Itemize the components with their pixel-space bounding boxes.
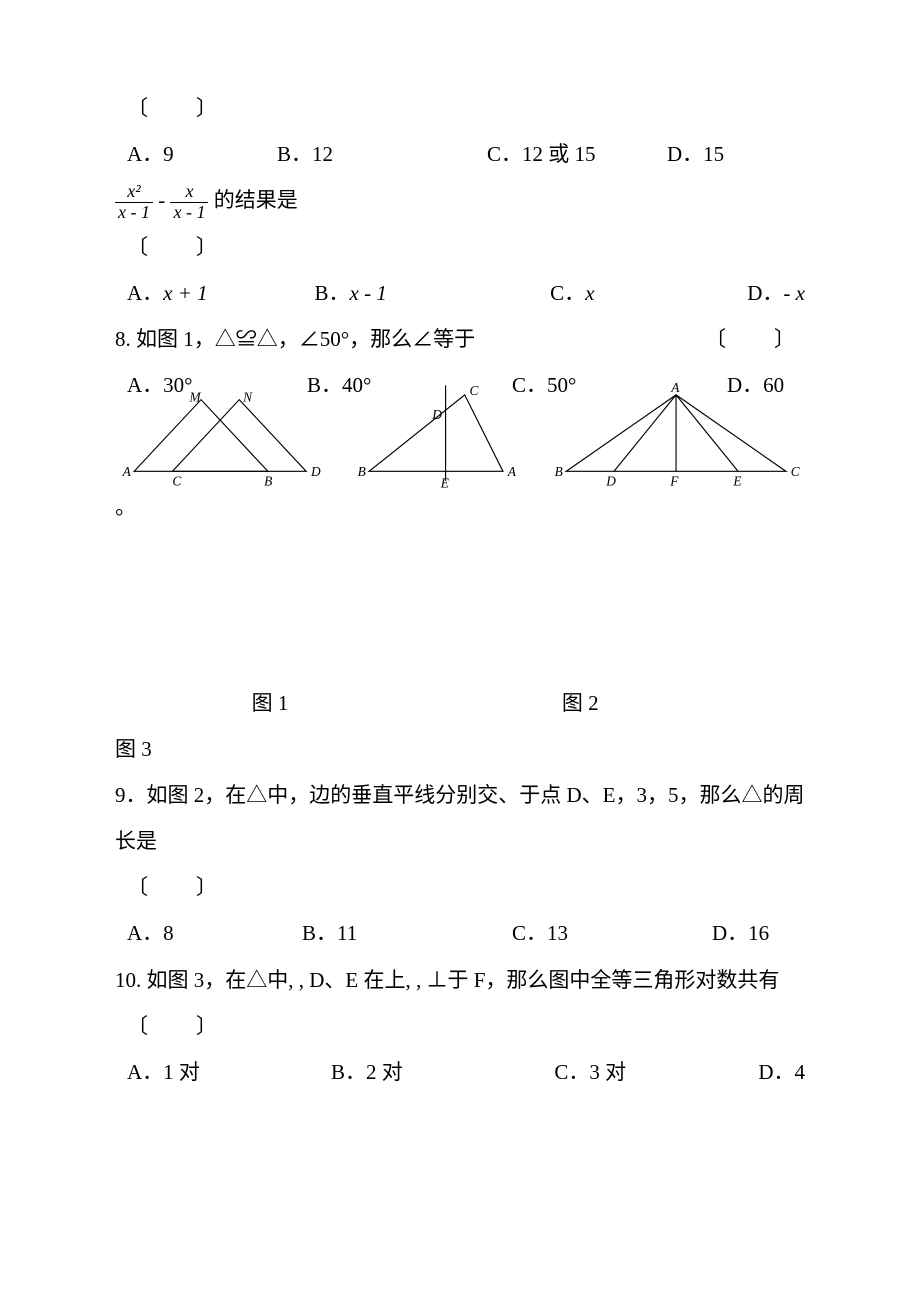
q8-opt-a: A．30° (127, 362, 307, 408)
q7-frac1: x² x - 1 (115, 182, 153, 223)
q9-opt-d: D．16 (712, 910, 769, 956)
q8-opt-c: C．50° (512, 362, 727, 408)
q10-opt-d: D．4 (758, 1049, 805, 1095)
q7-frac2: x x - 1 (170, 182, 208, 223)
q7-opt-d: D．- x (747, 270, 805, 316)
q10-opt-a: A．1 对 (127, 1049, 331, 1095)
caption-fig1: 图 1 (115, 680, 425, 726)
q8-trailing-degree: ° (115, 493, 805, 539)
q8-stem-row: 8. 如图 1，△≌△，∠50°，那么∠等于 〔 〕 (115, 316, 805, 362)
figure-captions: 图 1 图 2 (115, 680, 805, 726)
q8-opt-b: B．40° (307, 362, 512, 408)
caption-fig2: 图 2 (430, 680, 730, 726)
q7-opt-a: A．x + 1 (127, 270, 315, 316)
q7-stem: x² x - 1 - x x - 1 的结果是 (115, 177, 805, 223)
caption-fig3: 图 3 (115, 726, 805, 772)
q6-opt-a: A．9 (127, 131, 277, 177)
svg-text:B: B (555, 464, 563, 479)
svg-text:D: D (310, 464, 321, 479)
q6-opt-b: B．12 (277, 131, 487, 177)
q9-choices: A．8 B．11 C．13 D．16 (127, 910, 805, 956)
q7-blank: 〔 〕 (127, 224, 805, 270)
svg-text:B: B (264, 474, 272, 489)
svg-text:F: F (669, 474, 679, 489)
svg-text:C: C (172, 474, 182, 489)
q6-blank: 〔 〕 (127, 85, 805, 131)
q6-opt-c: C．12 或 15 (487, 131, 667, 177)
svg-text:D: D (431, 407, 442, 422)
q10-opt-b: B．2 对 (331, 1049, 554, 1095)
q8-opt-d: D．60 (727, 362, 784, 408)
q10-stem: 10. 如图 3，在△中, , D、E 在上, , ⊥于 F，那么图中全等三角形… (115, 957, 805, 1003)
q7-opt-c: C．x (550, 270, 747, 316)
q6-opt-d: D．15 (667, 131, 724, 177)
svg-text:C: C (791, 464, 801, 479)
q6-choices: A．9 B．12 C．12 或 15 D．15 (127, 131, 805, 177)
svg-text:A: A (122, 464, 132, 479)
q9-opt-b: B．11 (302, 910, 512, 956)
svg-text:A: A (507, 464, 517, 479)
q9-opt-c: C．13 (512, 910, 712, 956)
q8-blank: 〔 〕 (705, 316, 797, 362)
q7-choices: A．x + 1 B．x - 1 C．x D．- x (127, 270, 805, 316)
q10-opt-c: C．3 对 (554, 1049, 758, 1095)
q7-opt-b: B．x - 1 (315, 270, 551, 316)
svg-text:E: E (732, 474, 741, 489)
q8-stem: 8. 如图 1，△≌△，∠50°，那么∠等于 (115, 316, 475, 362)
q9-stem: 9．如图 2，在△中，边的垂直平线分别交、于点 D、E，3，5，那么△的周长是 (115, 772, 805, 864)
svg-text:B: B (358, 464, 366, 479)
svg-text:E: E (440, 476, 449, 491)
svg-text:D: D (605, 474, 616, 489)
q9-blank: 〔 〕 (127, 864, 805, 910)
q9-opt-a: A．8 (127, 910, 302, 956)
q10-blank: 〔 〕 (127, 1003, 805, 1049)
q10-choices: A．1 对 B．2 对 C．3 对 D．4 (127, 1049, 805, 1095)
q8-opts-and-figs: A．30° B．40° C．50° D．60 A M N C B D (115, 362, 805, 493)
